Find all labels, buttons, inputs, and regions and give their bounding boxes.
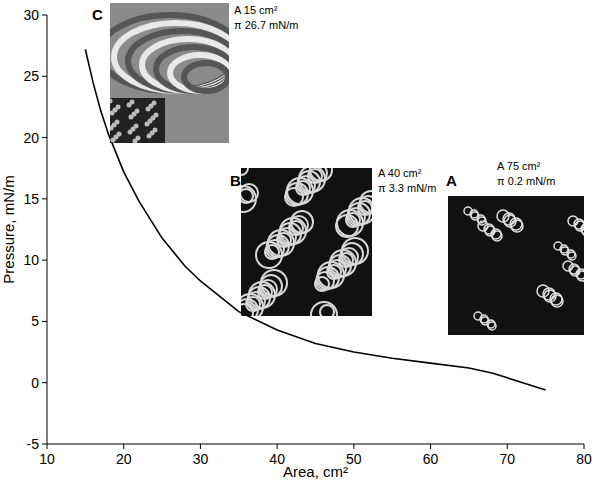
texture <box>491 229 501 239</box>
texture <box>241 184 258 202</box>
inset-label: C <box>92 6 103 23</box>
y-tick <box>42 76 47 77</box>
x-tick <box>123 444 124 449</box>
x-tick <box>47 444 48 449</box>
y-tick-label: 25 <box>23 68 39 84</box>
texture <box>184 63 228 91</box>
x-tick <box>277 444 278 449</box>
y-axis-label: Pressure, mN/m <box>0 175 17 283</box>
y-tick <box>42 137 47 138</box>
texture <box>342 238 368 264</box>
x-tick-label: 20 <box>116 451 132 467</box>
texture <box>291 211 313 233</box>
texture <box>478 221 488 231</box>
texture <box>574 219 584 229</box>
x-tick <box>353 444 354 449</box>
y-tick-label: -5 <box>27 436 40 452</box>
x-axis-label: Area, cm² <box>283 463 348 480</box>
micrograph-texture <box>110 15 229 143</box>
inset-pressure: π 3.3 mN/m <box>378 182 436 194</box>
texture <box>116 105 121 110</box>
micrograph-inset <box>448 196 592 335</box>
texture <box>260 275 282 297</box>
x-tick <box>584 444 585 449</box>
x-tick <box>507 444 508 449</box>
micrograph-texture <box>241 168 372 316</box>
x-tick-label: 70 <box>499 451 515 467</box>
texture <box>110 99 113 104</box>
micrograph-inset <box>230 159 382 328</box>
inset-area: A 75 cm² <box>497 160 541 172</box>
inset-pressure: π 26.7 mN/m <box>234 19 298 31</box>
texture <box>170 55 229 91</box>
texture <box>311 302 337 316</box>
texture <box>135 109 140 114</box>
micrograph-texture <box>464 207 584 330</box>
y-tick-label: 20 <box>23 130 39 146</box>
texture <box>134 124 139 129</box>
texture <box>110 15 229 91</box>
y-axis <box>47 15 48 444</box>
texture <box>567 250 575 258</box>
y-tick-label: 30 <box>23 7 39 23</box>
inset-label: A <box>446 172 457 189</box>
texture <box>487 320 495 328</box>
y-tick <box>42 198 47 199</box>
texture <box>130 100 135 105</box>
x-axis <box>47 444 584 445</box>
plot-area <box>85 49 545 390</box>
texture <box>153 128 158 133</box>
texture <box>320 305 334 316</box>
x-tick-label: 80 <box>576 451 592 467</box>
y-tick <box>42 382 47 383</box>
y-tick-label: 10 <box>23 252 39 268</box>
inset-label: B <box>230 172 241 189</box>
texture <box>261 270 287 296</box>
x-tick <box>200 444 201 449</box>
texture <box>484 224 494 234</box>
texture <box>310 168 332 181</box>
texture <box>136 136 141 141</box>
texture <box>290 216 308 234</box>
y-tick <box>42 260 47 261</box>
texture <box>128 31 229 91</box>
texture <box>154 113 159 118</box>
texture <box>114 23 229 91</box>
inset-pressure: π 0.2 mN/m <box>497 175 555 187</box>
x-tick-label: 30 <box>193 451 209 467</box>
texture <box>550 293 562 305</box>
x-tick-label: 50 <box>346 451 362 467</box>
texture <box>115 120 120 125</box>
texture <box>360 191 372 213</box>
texture <box>156 47 229 91</box>
micrograph <box>448 196 584 335</box>
chart: -50510152025301020304050607080Area, cm²P… <box>0 0 600 485</box>
y-tick-label: 5 <box>31 313 39 329</box>
y-tick <box>42 15 47 16</box>
inset-area: A 15 cm² <box>234 4 278 16</box>
y-tick <box>42 444 47 445</box>
y-tick-label: 15 <box>23 191 39 207</box>
texture <box>563 261 573 271</box>
texture <box>142 39 229 91</box>
x-tick <box>430 444 431 449</box>
x-tick-label: 10 <box>39 451 55 467</box>
micrograph-inset <box>100 3 240 144</box>
y-tick-label: 0 <box>31 375 39 391</box>
texture <box>241 168 248 175</box>
texture <box>152 101 157 106</box>
texture <box>110 98 165 143</box>
x-tick-label: 60 <box>423 451 439 467</box>
y-tick <box>42 321 47 322</box>
texture <box>576 269 584 279</box>
texture <box>117 132 122 137</box>
texture <box>568 216 578 226</box>
pressure-curve <box>85 49 545 390</box>
texture <box>581 224 584 234</box>
inset-area: A 40 cm² <box>378 167 422 179</box>
texture <box>510 218 522 230</box>
texture <box>569 264 579 274</box>
texture <box>341 243 363 265</box>
